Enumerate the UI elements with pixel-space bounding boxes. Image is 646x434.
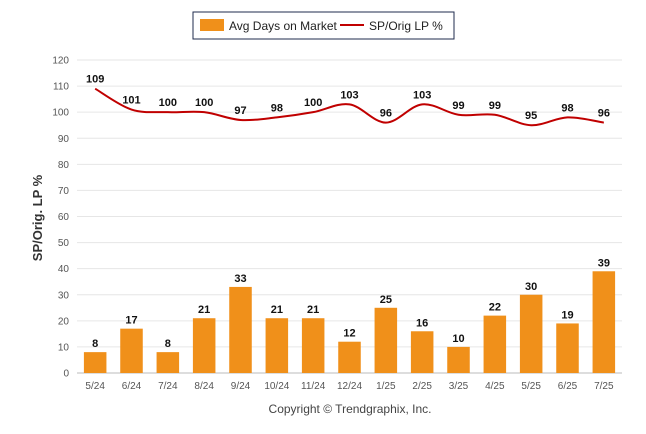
bar-data-labels: 8 17 8 21 33 21 21 12 25 16 10 22 30 19 39 (92, 257, 610, 350)
legend-box (192, 11, 455, 40)
line-value-label: 100 (195, 97, 213, 109)
line-value-label: 103 (413, 89, 431, 101)
bar (410, 331, 434, 373)
bar (265, 318, 289, 373)
x-tick-label: 7/25 (594, 381, 614, 392)
x-tick-label: 3/25 (449, 381, 469, 392)
x-tick-label: 10/24 (264, 381, 289, 392)
bar (192, 318, 216, 373)
y-tick-label: 90 (58, 134, 70, 145)
x-axis-ticks: 5/24 6/24 7/24 8/24 9/24 10/24 11/24 12/24 1/25 2… (85, 381, 614, 392)
legend: Avg Days on Market SP/Orig LP % (192, 11, 455, 40)
line-value-label: 97 (234, 105, 246, 117)
bar-value-label: 21 (307, 304, 319, 316)
y-tick-label: 0 (63, 369, 69, 380)
bar (120, 328, 143, 373)
bar (301, 318, 325, 373)
line-value-label: 99 (452, 100, 464, 112)
bar-value-label: 8 (92, 338, 98, 350)
x-tick-label: 2/25 (412, 381, 432, 392)
line-path (94, 87, 604, 127)
bar (374, 307, 398, 373)
bar-value-label: 33 (234, 273, 246, 285)
bar (156, 352, 180, 373)
bar-value-label: 39 (598, 257, 610, 269)
legend-swatch-bar (200, 19, 224, 31)
line-data-labels: 109 101 100 100 97 98 100 103 96 103 99 99 95 98 96 (86, 74, 610, 123)
bar-value-label: 12 (343, 328, 355, 340)
copyright-text: Copyright © Trendgraphix, Inc. (269, 402, 432, 416)
x-tick-label: 4/25 (485, 381, 505, 392)
bar-series (83, 271, 616, 373)
y-tick-label: 70 (58, 186, 70, 197)
x-tick-label: 9/24 (231, 381, 251, 392)
bar-value-label: 25 (380, 294, 392, 306)
x-tick-label: 7/24 (158, 381, 178, 392)
y-tick-label: 50 (58, 238, 70, 249)
x-tick-label: 12/24 (337, 381, 362, 392)
y-tick-label: 20 (58, 316, 70, 327)
line-value-label: 98 (271, 102, 283, 114)
line-value-label: 103 (340, 89, 358, 101)
line-value-label: 98 (561, 102, 573, 114)
bar-value-label: 19 (561, 309, 573, 321)
line-value-label: 96 (598, 108, 610, 120)
y-tick-label: 60 (58, 212, 70, 223)
y-tick-label: 110 (53, 82, 69, 93)
bar (519, 294, 543, 373)
bar (229, 286, 252, 373)
bar (447, 346, 470, 373)
bar (83, 352, 107, 373)
x-tick-label: 5/25 (521, 381, 541, 392)
bar (592, 271, 616, 373)
bar (483, 315, 507, 373)
y-tick-label: 30 (58, 290, 70, 301)
line-value-label: 101 (122, 95, 140, 107)
bar-value-label: 10 (452, 333, 464, 345)
y-tick-label: 80 (58, 160, 70, 171)
y-axis-label: SP/Orig. LP % (30, 174, 45, 261)
line-value-label: 109 (86, 74, 104, 86)
line-value-label: 96 (380, 108, 392, 120)
line-value-label: 100 (304, 97, 322, 109)
bar-value-label: 22 (489, 302, 501, 314)
bar-value-label: 21 (198, 304, 210, 316)
y-tick-label: 10 (58, 342, 70, 353)
line-series (94, 87, 604, 127)
bar (338, 341, 361, 373)
x-tick-label: 6/24 (122, 381, 142, 392)
bar-value-label: 8 (165, 338, 171, 350)
y-tick-label: 120 (52, 56, 69, 67)
line-value-label: 100 (159, 97, 177, 109)
bar-value-label: 30 (525, 281, 537, 293)
bar-value-label: 16 (416, 317, 428, 329)
legend-label-bar: Avg Days on Market (229, 19, 337, 33)
x-tick-label: 11/24 (301, 381, 326, 392)
bar (556, 323, 579, 373)
y-tick-label: 100 (52, 108, 69, 119)
bar-value-label: 17 (125, 315, 137, 327)
bar-value-label: 21 (271, 304, 283, 316)
line-value-label: 95 (525, 110, 537, 122)
x-tick-label: 6/25 (558, 381, 578, 392)
x-tick-label: 5/24 (85, 381, 105, 392)
legend-label-line: SP/Orig LP % (369, 19, 443, 33)
y-tick-label: 40 (58, 264, 70, 275)
x-tick-label: 1/25 (376, 381, 396, 392)
line-value-label: 99 (489, 100, 501, 112)
y-axis-ticks: 0 10 20 30 40 50 60 70 80 90 100 110 120 (52, 56, 69, 380)
x-tick-label: 8/24 (194, 381, 214, 392)
